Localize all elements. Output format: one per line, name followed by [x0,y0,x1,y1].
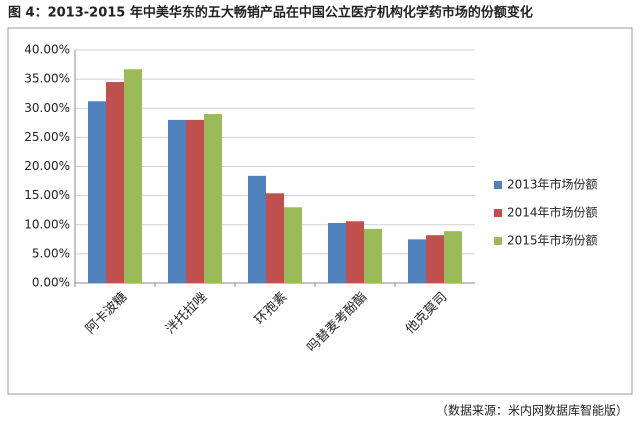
bar [426,235,444,283]
y-tick-label: 0.00% [32,276,70,290]
source-note: （数据来源：米内网数据库智能版） [436,403,628,418]
y-tick-label: 30.00% [24,101,70,115]
bar [168,119,186,284]
y-tick-label: 25.00% [24,130,70,144]
legend-label: 2014年市场份额 [507,205,598,220]
y-tick-label: 10.00% [24,217,70,231]
bar [408,239,426,283]
legend-swatch [494,181,502,189]
y-tick-label: 40.00% [24,43,70,57]
bar [248,175,266,283]
legend-swatch [494,209,502,217]
bar [124,69,142,283]
legend-label: 2013年市场份额 [507,177,598,192]
bar [346,221,364,283]
y-tick-label: 35.00% [24,72,70,86]
bar [328,223,346,283]
bar [284,207,302,283]
bar [186,119,204,284]
legend-swatch [494,237,502,245]
chart-title: 图 4：2013-2015 年中美华东的五大畅销产品在中国公立医疗机构化学药市场… [8,5,533,21]
bar [204,114,222,283]
y-tick-label: 20.00% [24,159,70,173]
bar [364,228,382,283]
y-tick-label: 5.00% [32,246,70,260]
bar [444,231,462,283]
bar [106,82,124,283]
y-tick-label: 15.00% [24,188,70,202]
legend-label: 2015年市场份额 [507,233,598,248]
bar [266,193,284,283]
bar [88,101,106,283]
